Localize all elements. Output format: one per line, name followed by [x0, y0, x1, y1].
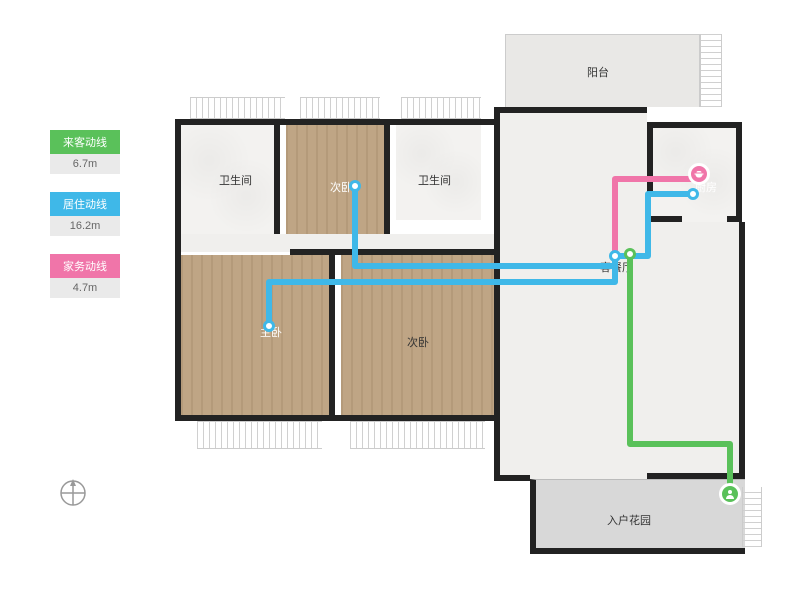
pot-icon: [688, 163, 710, 185]
rail-bottom-1: [197, 421, 322, 449]
floorplan: 阳台 卫生间 次卧 卫生间 厨房 客餐厅 主卧 次卧 入户花园: [175, 34, 765, 574]
label-bedroom-lower: 次卧: [407, 334, 429, 350]
wall-living-left: [494, 107, 500, 252]
legend-label-chore: 家务动线: [50, 254, 120, 278]
label-bath-left: 卫生间: [219, 172, 252, 188]
legend-value-living: 16.2m: [50, 216, 120, 236]
rail-top-2: [300, 97, 380, 119]
room-master-bedroom: [181, 255, 335, 415]
legend-item-guest: 来客动线 6.7m: [50, 130, 120, 174]
path-end-living-hub: [609, 250, 621, 262]
path-end-guest: [624, 248, 636, 260]
path-end-living-b: [263, 320, 275, 332]
legend-item-living: 居住动线 16.2m: [50, 192, 120, 236]
rail-bottom-2: [350, 421, 485, 449]
wall-living-top: [500, 107, 647, 113]
legend-label-guest: 来客动线: [50, 130, 120, 154]
rail-right-2: [742, 487, 762, 547]
label-bath-right: 卫生间: [418, 172, 451, 188]
legend: 来客动线 6.7m 居住动线 16.2m 家务动线 4.7m: [50, 130, 120, 316]
person-icon: [719, 483, 741, 505]
path-end-living-c: [687, 188, 699, 200]
label-balcony: 阳台: [587, 64, 609, 80]
path-end-living-a: [349, 180, 361, 192]
rail-right-1: [700, 34, 722, 107]
lower-block: [175, 249, 500, 421]
room-living-ext: [647, 222, 745, 479]
room-living-dining: [500, 107, 647, 479]
legend-item-chore: 家务动线 4.7m: [50, 254, 120, 298]
label-entry: 入户花园: [607, 512, 651, 528]
rail-top-1: [190, 97, 285, 119]
compass-icon: [58, 478, 88, 508]
legend-label-living: 居住动线: [50, 192, 120, 216]
legend-value-guest: 6.7m: [50, 154, 120, 174]
legend-value-chore: 4.7m: [50, 278, 120, 298]
rail-top-3: [401, 97, 481, 119]
